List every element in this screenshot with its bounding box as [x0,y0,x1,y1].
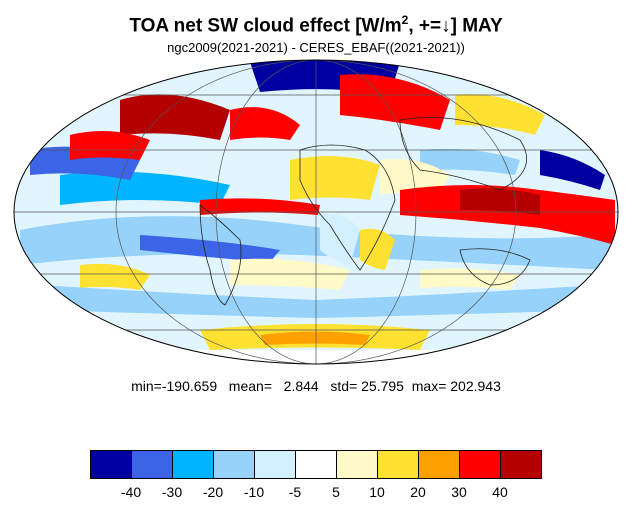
colorbar-tick-label: 20 [410,484,426,500]
colorbar-tick-label: -40 [120,484,142,500]
colorbar-box [214,451,255,478]
north-africa [290,156,380,200]
map-field [14,60,618,364]
colorbar-box [337,451,378,478]
graticule [14,60,618,364]
map-title: TOA net SW cloud effect [W/m2, +=↓] MAY [129,13,503,37]
colorbar-tick-label: 30 [451,484,467,500]
southern-ocean [40,285,600,318]
north-atlantic [340,74,450,130]
itcz-indian-pacific [400,185,615,245]
colorbar-tick-label: -10 [243,484,265,500]
map-outline [13,59,619,365]
colorbar-box [296,451,337,478]
colorbar-tick-label: 40 [492,484,508,500]
north-pacific-blue [60,171,230,205]
colorbar-box [378,451,419,478]
north-pacific-high-lat [120,94,230,140]
tropical-pacific-east [140,235,280,262]
colorbar-tick-label: 10 [369,484,385,500]
coastlines [199,117,531,306]
colorbar [90,450,542,479]
colorbar-box [255,451,296,478]
colorbar-box [419,451,460,478]
colorbar-box [91,451,132,478]
colorbar-tick-label: -5 [288,484,302,500]
colorbar-box [501,451,541,478]
colorbar-box [173,451,214,478]
statistics-line: min=-190.659 mean= 2.844 std= 25.795 max… [131,378,501,394]
colorbar-tick-label: -20 [202,484,224,500]
colorbar-box [460,451,501,478]
map-subtitle: ngc2009(2021-2021) - CERES_EBAF((2021-20… [167,40,465,55]
colorbar-box [132,451,173,478]
colorbar-tick-label: 5 [332,484,340,500]
colorbar-tick-label: -30 [161,484,183,500]
southern-blue-band [20,216,610,270]
